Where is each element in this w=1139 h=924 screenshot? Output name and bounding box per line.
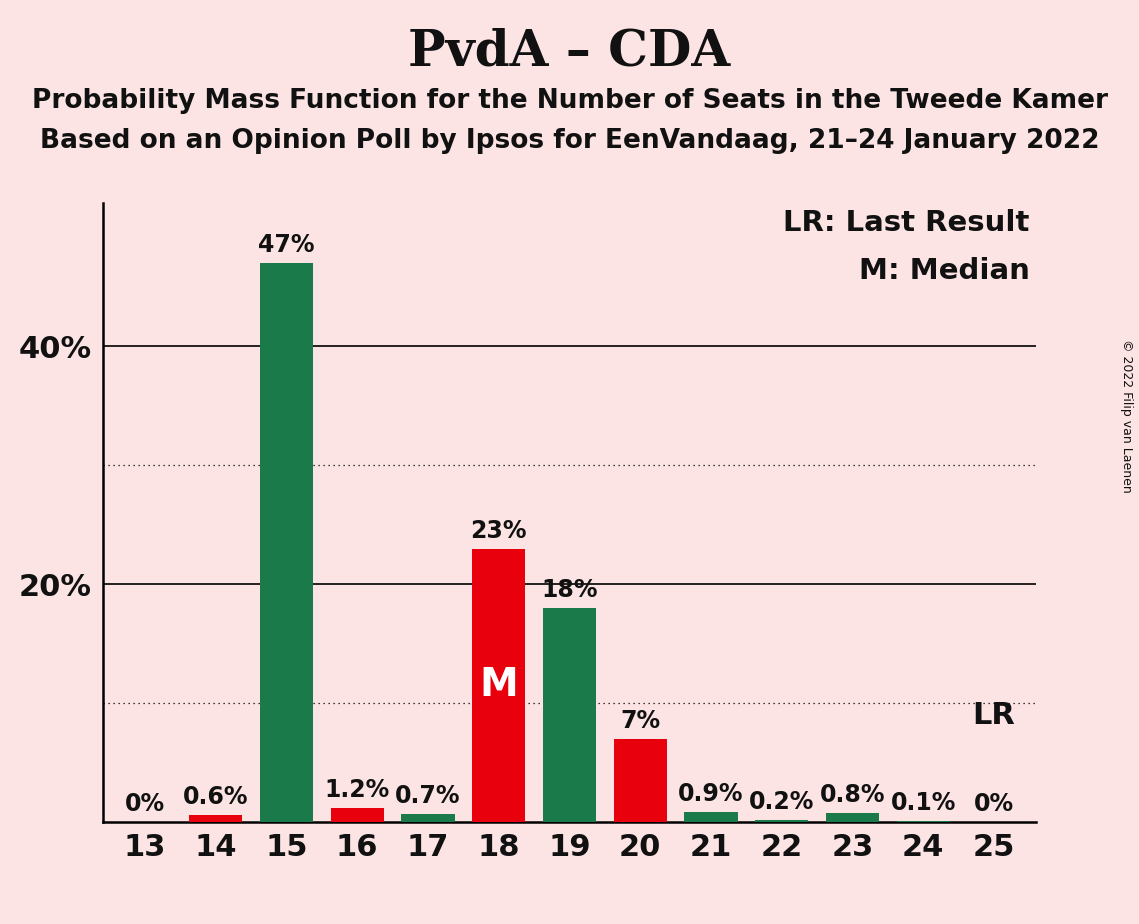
- Bar: [543, 608, 596, 822]
- Text: 1.2%: 1.2%: [325, 778, 390, 802]
- Text: Probability Mass Function for the Number of Seats in the Tweede Kamer: Probability Mass Function for the Number…: [32, 88, 1107, 114]
- Text: 0%: 0%: [974, 793, 1014, 817]
- Text: © 2022 Filip van Laenen: © 2022 Filip van Laenen: [1121, 339, 1133, 492]
- Bar: [401, 814, 454, 822]
- Text: 0.1%: 0.1%: [891, 791, 956, 815]
- Text: 0.2%: 0.2%: [749, 790, 814, 814]
- Bar: [189, 815, 243, 822]
- Text: 0.6%: 0.6%: [183, 785, 248, 809]
- Text: 0%: 0%: [125, 793, 165, 817]
- Bar: [896, 821, 950, 822]
- Bar: [614, 739, 666, 822]
- Text: 0.8%: 0.8%: [820, 783, 885, 807]
- Text: 0.7%: 0.7%: [395, 784, 461, 808]
- Text: Based on an Opinion Poll by Ipsos for EenVandaag, 21–24 January 2022: Based on an Opinion Poll by Ipsos for Ee…: [40, 128, 1099, 153]
- Text: 7%: 7%: [621, 709, 661, 733]
- Bar: [330, 808, 384, 822]
- Bar: [260, 262, 313, 822]
- Text: M: Median: M: Median: [859, 257, 1030, 285]
- Text: 23%: 23%: [470, 518, 527, 542]
- Bar: [685, 811, 738, 822]
- Text: 0.9%: 0.9%: [678, 782, 744, 806]
- Text: 47%: 47%: [259, 233, 314, 257]
- Bar: [473, 549, 525, 822]
- Bar: [755, 820, 809, 822]
- Text: 18%: 18%: [541, 578, 598, 602]
- Text: LR: LR: [973, 700, 1015, 730]
- Text: M: M: [480, 666, 518, 704]
- Text: LR: Last Result: LR: Last Result: [782, 209, 1030, 237]
- Bar: [826, 813, 879, 822]
- Text: PvdA – CDA: PvdA – CDA: [409, 28, 730, 77]
